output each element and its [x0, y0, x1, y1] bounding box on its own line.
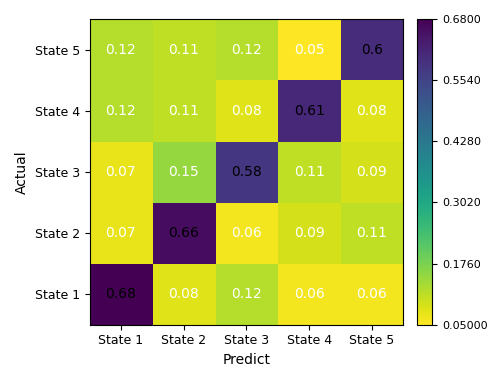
Y-axis label: Actual: Actual [15, 150, 29, 194]
Text: 0.07: 0.07 [106, 165, 136, 179]
Text: 0.05: 0.05 [294, 42, 324, 57]
Text: 0.12: 0.12 [106, 42, 136, 57]
Text: 0.11: 0.11 [168, 42, 199, 57]
Text: 0.12: 0.12 [231, 287, 262, 301]
Text: 0.07: 0.07 [106, 226, 136, 240]
Text: 0.15: 0.15 [168, 165, 199, 179]
Text: 0.12: 0.12 [231, 42, 262, 57]
Text: 0.09: 0.09 [294, 226, 324, 240]
Text: 0.06: 0.06 [294, 287, 324, 301]
Text: 0.11: 0.11 [294, 165, 324, 179]
Text: 0.11: 0.11 [356, 226, 388, 240]
Text: 0.08: 0.08 [168, 287, 199, 301]
Text: 0.61: 0.61 [294, 104, 324, 118]
Text: 0.06: 0.06 [231, 226, 262, 240]
Text: 0.68: 0.68 [106, 287, 136, 301]
Text: 0.12: 0.12 [106, 104, 136, 118]
Text: 0.08: 0.08 [356, 104, 388, 118]
Text: 0.08: 0.08 [231, 104, 262, 118]
Text: 0.66: 0.66 [168, 226, 199, 240]
Text: 0.09: 0.09 [356, 165, 388, 179]
Text: 0.6: 0.6 [361, 42, 383, 57]
Text: 0.11: 0.11 [168, 104, 199, 118]
Text: 0.06: 0.06 [356, 287, 388, 301]
Text: 0.58: 0.58 [231, 165, 262, 179]
X-axis label: Predict: Predict [222, 353, 270, 367]
